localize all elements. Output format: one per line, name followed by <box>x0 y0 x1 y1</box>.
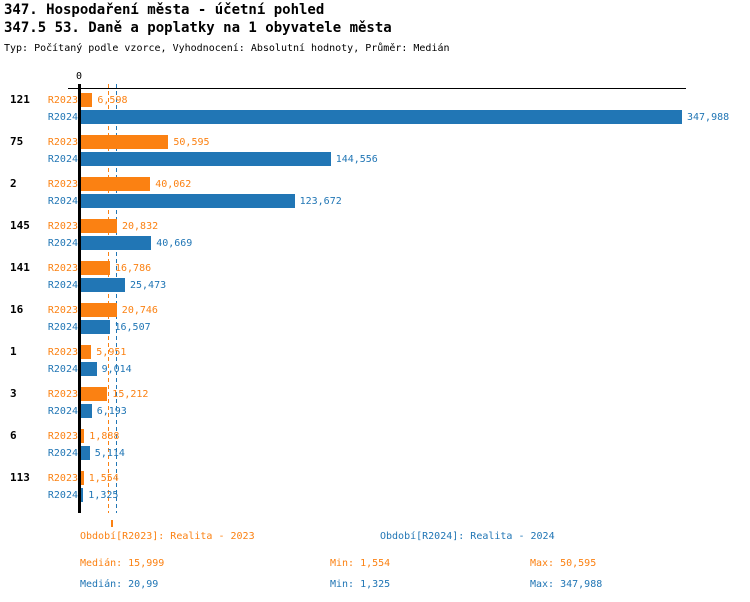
series-label-r2024: R2024 <box>47 364 78 375</box>
bar-r2023 <box>81 345 92 359</box>
category-label: 6 <box>10 429 17 442</box>
bar-r2023 <box>81 177 151 191</box>
series-label-r2023: R2023 <box>47 389 78 400</box>
category-axis-line <box>78 84 81 513</box>
legend-min-r2024: Min: 1,325 <box>330 579 391 590</box>
bar-r2023 <box>81 303 117 317</box>
legend-median-r2024: Medián: 20,99 <box>80 579 159 590</box>
bar-value-label-r2024: 347,988 <box>687 112 730 123</box>
bar-value-label-r2023: 15,212 <box>112 389 149 400</box>
bar-value-label-r2023: 5,951 <box>96 347 127 358</box>
category-label: 113 <box>10 471 30 484</box>
bar-value-label-r2023: 16,786 <box>115 263 152 274</box>
series-label-r2024: R2024 <box>47 280 78 291</box>
series-label-r2023: R2023 <box>47 305 78 316</box>
series-label-r2024: R2024 <box>47 448 78 459</box>
bar-value-label-r2024: 144,556 <box>335 154 378 165</box>
series-label-r2024: R2024 <box>47 406 78 417</box>
series-label-r2023: R2023 <box>47 95 78 106</box>
bar-r2024 <box>81 110 682 124</box>
series-label-r2023: R2023 <box>47 179 78 190</box>
series-label-r2023: R2023 <box>47 263 78 274</box>
bar-r2023 <box>81 135 169 149</box>
legend-max-r2024: Max: 347,988 <box>530 579 603 590</box>
bar-value-label-r2023: 20,746 <box>121 305 158 316</box>
category-label: 75 <box>10 135 24 148</box>
indicator-subtitle: 347.5 53. Daně a poplatky na 1 obyvatele… <box>4 20 392 36</box>
bar-value-label-r2024: 16,507 <box>114 322 151 333</box>
bar-value-label-r2023: 50,595 <box>173 137 210 148</box>
bar-value-label-r2024: 5,114 <box>94 448 125 459</box>
bar-value-label-r2023: 20,832 <box>122 221 159 232</box>
category-label: 3 <box>10 387 17 400</box>
bar-value-label-r2024: 1,325 <box>88 490 119 501</box>
bar-r2024 <box>81 236 152 250</box>
legend-period-r2024: Období[R2024]: Realita - 2024 <box>380 531 555 542</box>
bar-r2024 <box>81 278 125 292</box>
bar-r2023 <box>81 471 84 485</box>
bar-r2023 <box>81 261 110 275</box>
bar-value-label-r2023: 1,888 <box>89 431 120 442</box>
bar-value-label-r2024: 123,672 <box>299 196 342 207</box>
category-label: 1 <box>10 345 17 358</box>
series-label-r2024: R2024 <box>47 322 78 333</box>
category-label: 145 <box>10 219 30 232</box>
bar-r2024 <box>81 194 295 208</box>
bar-r2023 <box>81 387 108 401</box>
bar-r2024 <box>81 362 97 376</box>
bar-value-label-r2023: 1,554 <box>88 473 119 484</box>
series-label-r2024: R2024 <box>47 154 78 165</box>
category-label: 141 <box>10 261 30 274</box>
bar-r2024 <box>81 488 84 502</box>
value-axis-line <box>68 88 686 89</box>
series-label-r2024: R2024 <box>47 112 78 123</box>
category-label: 2 <box>10 177 17 190</box>
legend-max-r2023: Max: 50,595 <box>530 558 597 569</box>
category-label: 121 <box>10 93 30 106</box>
series-label-r2023: R2023 <box>47 431 78 442</box>
median-line-r2024 <box>116 84 118 513</box>
bar-value-label-r2023: 40,062 <box>155 179 192 190</box>
bar-value-label-r2024: 6,193 <box>96 406 127 417</box>
bar-r2023 <box>81 429 85 443</box>
category-label: 16 <box>10 303 24 316</box>
series-label-r2023: R2023 <box>47 473 78 484</box>
bar-r2024 <box>81 152 331 166</box>
series-label-r2024: R2024 <box>47 490 78 501</box>
legend-median-r2023: Medián: 15,999 <box>80 558 165 569</box>
bar-r2023 <box>81 219 117 233</box>
series-label-r2023: R2023 <box>47 347 78 358</box>
series-label-r2023: R2023 <box>47 137 78 148</box>
axis-zero-label: 0 <box>75 71 83 82</box>
report-title: 347. Hospodaření města - účetní pohled <box>4 2 325 18</box>
chart-type-line: Typ: Počítaný podle vzorce, Vyhodnocení:… <box>4 43 450 54</box>
legend-min-r2023: Min: 1,554 <box>330 558 391 569</box>
legend-period-r2023: Období[R2023]: Realita - 2023 <box>80 531 255 542</box>
bar-r2023 <box>81 93 93 107</box>
series-label-r2024: R2024 <box>47 196 78 207</box>
bar-value-label-r2024: 25,473 <box>130 280 167 291</box>
bar-r2024 <box>81 320 110 334</box>
bars-area: 121 R2023 6,598 R2024 347,988 75 R2023 50,595 R2… <box>10 93 730 502</box>
bar-r2024 <box>81 404 92 418</box>
series-label-r2024: R2024 <box>47 238 78 249</box>
series-label-r2023: R2023 <box>47 221 78 232</box>
median-line-r2023-end-tick <box>111 520 113 527</box>
bar-r2024 <box>81 446 90 460</box>
median-line-r2023 <box>107 84 109 513</box>
bar-value-label-r2023: 6,598 <box>97 95 128 106</box>
bar-value-label-r2024: 9,014 <box>101 364 132 375</box>
bar-value-label-r2024: 40,669 <box>156 238 193 249</box>
